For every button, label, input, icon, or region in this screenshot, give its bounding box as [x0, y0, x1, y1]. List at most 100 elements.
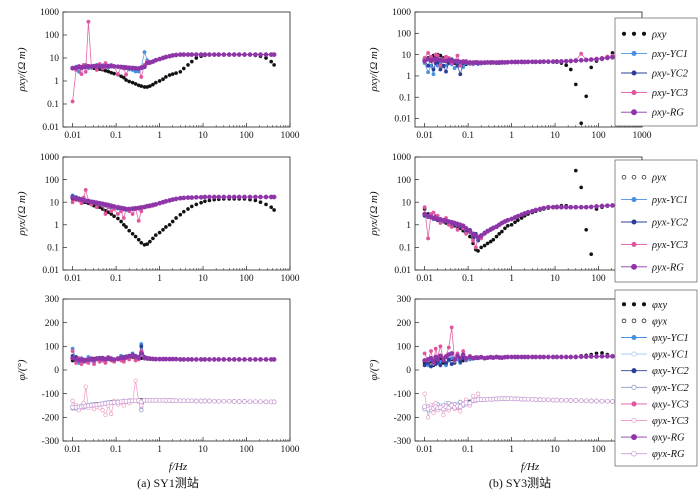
legend-marker	[631, 31, 637, 36]
data-point	[127, 228, 132, 233]
data-point	[173, 52, 179, 58]
data-point	[554, 204, 560, 210]
data-point	[513, 220, 517, 225]
data-point	[121, 403, 126, 408]
chart-phase_sy3: 0.010.11101001000-300-200-1000100200300φ…	[368, 295, 652, 455]
y-tick-label: 1	[54, 77, 59, 87]
data-point	[103, 412, 108, 418]
data-point	[545, 354, 551, 360]
y-tick-label: 100	[45, 31, 60, 41]
data-point	[435, 53, 440, 58]
y-tick-label: 1	[406, 221, 411, 231]
data-point	[130, 231, 135, 236]
data-point	[164, 225, 168, 229]
data-point	[167, 222, 172, 227]
data-point	[559, 354, 564, 360]
data-point	[189, 195, 195, 200]
data-point	[231, 399, 237, 404]
data-point	[446, 357, 451, 362]
legend-marker	[631, 384, 637, 390]
data-point	[226, 398, 232, 404]
data-point	[482, 243, 487, 248]
data-point	[500, 229, 504, 234]
data-point	[193, 52, 199, 57]
data-point	[211, 357, 217, 362]
data-point	[441, 412, 446, 418]
legend-entry: ρyx-RG	[621, 262, 684, 273]
legend-label: φxy-YC2	[652, 366, 689, 377]
legend-marker	[631, 174, 637, 180]
data-point	[211, 398, 217, 404]
data-point	[426, 236, 431, 241]
y-tick-label: 0.1	[399, 93, 411, 103]
legend-marker	[641, 302, 647, 307]
data-point	[170, 72, 175, 76]
y-tick-label: 10	[402, 51, 412, 61]
x-tick-label: 100	[239, 131, 254, 141]
data-point	[541, 354, 547, 360]
data-point	[438, 344, 443, 349]
data-point	[599, 56, 605, 61]
data-point	[449, 325, 454, 330]
data-point	[157, 230, 162, 235]
x-tick-label: 1	[157, 131, 162, 141]
data-point	[142, 64, 147, 70]
chart-phase_sy1: 0.01 0.1 1 10 100 1000 -300 -200 -100 0 100 200 300 φ…	[16, 295, 300, 455]
data-point	[455, 53, 460, 58]
data-point	[422, 205, 427, 210]
data-point	[438, 63, 443, 68]
data-point	[563, 354, 569, 360]
legend-marker	[621, 174, 627, 180]
x-tick-label: 1000	[281, 274, 300, 284]
x-tick-label: 0.01	[416, 445, 433, 455]
y-tick-label: 1	[54, 221, 59, 231]
legend-entry: φyx-RG	[621, 449, 685, 460]
y-tick-label: -100	[394, 390, 412, 400]
data-point	[573, 58, 579, 64]
legend-entry: φyx-YC1	[621, 350, 689, 361]
data-point	[167, 73, 172, 77]
legend-frame	[614, 159, 698, 283]
data-point	[86, 19, 91, 24]
data-point	[563, 397, 569, 403]
data-point	[124, 225, 128, 229]
plot-frame	[414, 298, 643, 442]
data-point	[83, 69, 88, 74]
data-point	[583, 57, 589, 63]
data-point	[425, 415, 431, 420]
data-point	[271, 399, 277, 405]
caption-right: (b) SY3测站	[489, 476, 551, 490]
legend-label: ρxy-YC2	[651, 69, 689, 80]
legend-label: φxy-YC3	[652, 399, 689, 410]
legend-label: ρyx	[651, 173, 667, 184]
legend-label: ρxy	[651, 29, 667, 40]
data-point	[588, 57, 594, 62]
data-point	[479, 245, 484, 250]
data-point	[563, 58, 569, 64]
plot-frame	[62, 11, 291, 128]
data-point	[109, 209, 114, 214]
data-point	[258, 200, 263, 205]
legends-layer: ρxy ρxy-YC1 ρxy-YC2 ρxy-YC3 ρxy-RG ρyx ρyx-YC1…	[614, 17, 698, 467]
data-point	[136, 237, 141, 242]
data-point	[186, 63, 190, 67]
y-tick-label: 0.01	[394, 266, 411, 276]
y-tick-label: -200	[394, 414, 412, 424]
data-point	[503, 226, 507, 231]
series-layer	[70, 19, 277, 104]
series-ρyx-RG	[422, 202, 629, 240]
legend-rho-xy: ρxy ρxy-YC1 ρxy-YC2 ρxy-YC3 ρxy-RG	[614, 17, 698, 127]
legend-marker	[631, 263, 637, 270]
data-point	[578, 398, 584, 404]
data-point	[189, 398, 195, 404]
x-tick-label: 0.01	[64, 131, 81, 141]
data-point	[181, 195, 187, 201]
data-point	[545, 397, 551, 403]
data-point	[231, 357, 237, 362]
legend-entry: ρyx-YC2	[621, 218, 689, 229]
data-point	[170, 219, 175, 224]
data-point	[148, 84, 152, 88]
data-point	[161, 77, 165, 82]
data-point	[554, 59, 560, 64]
legend-label: ρyx-YC3	[651, 240, 688, 251]
